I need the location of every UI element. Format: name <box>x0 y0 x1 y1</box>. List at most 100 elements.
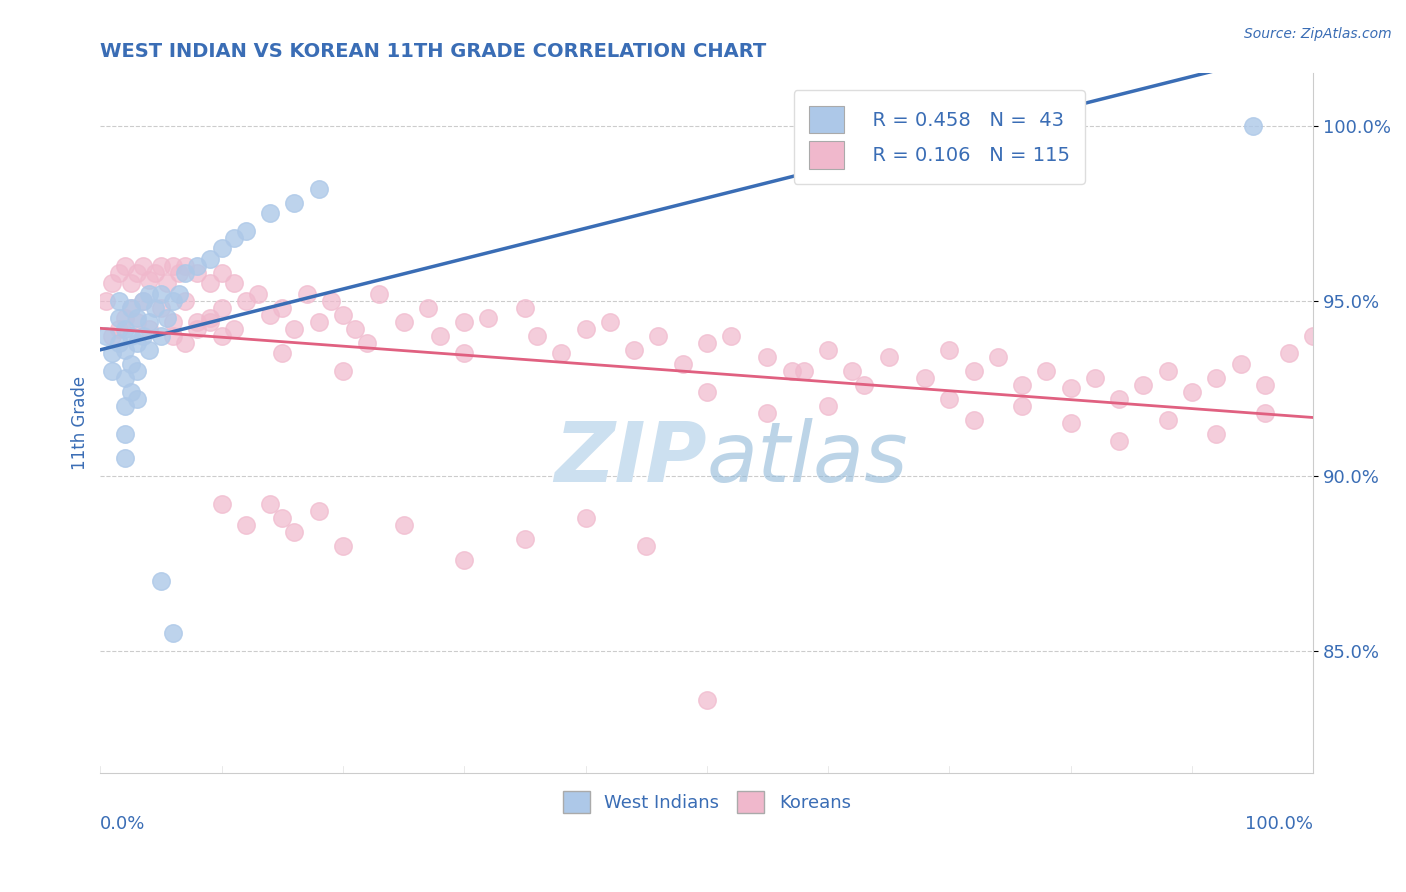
Point <box>696 335 718 350</box>
Point <box>513 301 536 315</box>
Point <box>283 524 305 539</box>
Point <box>143 301 166 315</box>
Point <box>817 399 839 413</box>
Point <box>150 286 173 301</box>
Text: 0.0%: 0.0% <box>100 815 146 833</box>
Point <box>211 301 233 315</box>
Point <box>1060 417 1083 431</box>
Y-axis label: 11th Grade: 11th Grade <box>72 376 89 470</box>
Point <box>120 384 142 399</box>
Point <box>107 335 129 350</box>
Point <box>101 328 124 343</box>
Point <box>120 328 142 343</box>
Point <box>114 426 136 441</box>
Point <box>162 293 184 308</box>
Point <box>319 293 342 308</box>
Point <box>211 328 233 343</box>
Point <box>235 517 257 532</box>
Point <box>138 343 160 357</box>
Point <box>259 308 281 322</box>
Point <box>963 413 986 427</box>
Point <box>259 206 281 220</box>
Point <box>1060 381 1083 395</box>
Point <box>143 266 166 280</box>
Point <box>259 497 281 511</box>
Point <box>198 277 221 291</box>
Point <box>132 293 155 308</box>
Point <box>138 286 160 301</box>
Point <box>125 315 148 329</box>
Point <box>1302 328 1324 343</box>
Point <box>1157 413 1180 427</box>
Point <box>211 266 233 280</box>
Point <box>1254 377 1277 392</box>
Point <box>125 364 148 378</box>
Point <box>271 510 294 524</box>
Point <box>914 371 936 385</box>
Legend: West Indians, Koreans: West Indians, Koreans <box>555 784 858 820</box>
Point <box>308 504 330 518</box>
Point <box>150 328 173 343</box>
Point <box>114 311 136 326</box>
Point <box>647 328 669 343</box>
Point <box>1205 426 1227 441</box>
Point <box>756 406 779 420</box>
Point <box>453 315 475 329</box>
Point <box>756 350 779 364</box>
Point <box>987 350 1010 364</box>
Point <box>636 539 658 553</box>
Point <box>186 266 208 280</box>
Text: ZIP: ZIP <box>554 417 707 499</box>
Point <box>198 311 221 326</box>
Point <box>283 322 305 336</box>
Point <box>780 364 803 378</box>
Point <box>1181 384 1204 399</box>
Point <box>392 315 415 329</box>
Point <box>120 301 142 315</box>
Point <box>429 328 451 343</box>
Point <box>114 259 136 273</box>
Point <box>247 286 270 301</box>
Point <box>107 293 129 308</box>
Point <box>114 322 136 336</box>
Point <box>156 277 179 291</box>
Point <box>174 293 197 308</box>
Point <box>150 301 173 315</box>
Point <box>96 293 118 308</box>
Point <box>853 377 876 392</box>
Point <box>114 343 136 357</box>
Point <box>1011 377 1033 392</box>
Point <box>150 259 173 273</box>
Point <box>599 315 621 329</box>
Point <box>1229 357 1251 371</box>
Point <box>271 346 294 360</box>
Text: Source: ZipAtlas.com: Source: ZipAtlas.com <box>1244 27 1392 41</box>
Point <box>101 364 124 378</box>
Point <box>392 517 415 532</box>
Point <box>132 259 155 273</box>
Point <box>1205 371 1227 385</box>
Point <box>344 322 367 336</box>
Point <box>1011 399 1033 413</box>
Point <box>513 532 536 546</box>
Point <box>120 277 142 291</box>
Point <box>938 343 960 357</box>
Point <box>186 322 208 336</box>
Point <box>283 195 305 210</box>
Point <box>162 259 184 273</box>
Point <box>198 252 221 266</box>
Point <box>453 346 475 360</box>
Point <box>114 371 136 385</box>
Point <box>1084 371 1107 385</box>
Text: WEST INDIAN VS KOREAN 11TH GRADE CORRELATION CHART: WEST INDIAN VS KOREAN 11TH GRADE CORRELA… <box>100 42 766 61</box>
Point <box>1241 119 1264 133</box>
Point <box>550 346 572 360</box>
Point <box>162 328 184 343</box>
Point <box>222 231 245 245</box>
Point <box>198 315 221 329</box>
Text: 100.0%: 100.0% <box>1246 815 1313 833</box>
Text: atlas: atlas <box>707 417 908 499</box>
Point <box>138 315 160 329</box>
Point <box>114 451 136 466</box>
Point <box>125 311 148 326</box>
